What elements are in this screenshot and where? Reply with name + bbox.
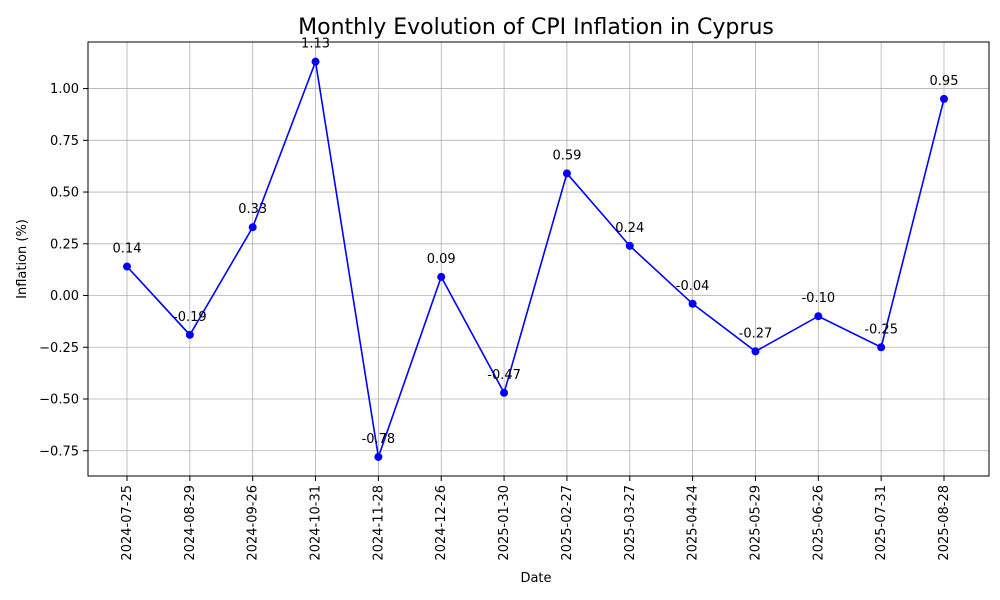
x-tick-label: 2025-08-28 (937, 485, 952, 561)
data-label: -0.47 (487, 368, 521, 383)
data-label: -0.78 (362, 432, 396, 447)
y-tick-label: 0.50 (50, 186, 79, 201)
data-point (877, 343, 885, 351)
data-point (437, 273, 445, 281)
data-point (626, 242, 634, 250)
data-label: -0.10 (801, 291, 835, 306)
x-tick-label: 2025-04-24 (686, 485, 701, 561)
data-point (123, 263, 131, 271)
data-label: 0.95 (930, 74, 959, 89)
x-tick-label: 2024-12-26 (434, 485, 449, 561)
data-point (249, 223, 257, 231)
data-point (500, 389, 508, 397)
x-tick-label: 2024-09-26 (246, 485, 261, 561)
x-axis-label: Date (520, 571, 551, 586)
y-axis-label: Inflation (%) (15, 219, 30, 299)
data-point (312, 58, 320, 66)
data-label: 0.24 (615, 221, 644, 236)
x-tick-label: 2025-06-26 (811, 485, 826, 561)
y-tick-label: 0.25 (50, 237, 79, 252)
y-tick-label: 1.00 (50, 82, 79, 97)
grid-layer (88, 42, 989, 476)
series-line (127, 62, 944, 457)
data-point (814, 312, 822, 320)
data-label: -0.19 (173, 310, 207, 325)
x-tick-label: 2025-03-27 (623, 485, 638, 561)
x-tick-label: 2024-10-31 (309, 485, 324, 561)
data-point (689, 300, 697, 308)
series-layer: 0.14 -0.19 0.33 1.13 -0.78 0.09 -0.47 0.59 0.24 -… (113, 37, 959, 461)
data-label: 0.14 (113, 242, 142, 257)
data-point (374, 453, 382, 461)
x-axis: 2024-07-25 2024-08-29 2024-09-26 2024-10-31… (120, 476, 952, 561)
y-tick-label: −0.75 (39, 444, 79, 459)
x-tick-label: 2024-08-29 (183, 485, 198, 561)
y-tick-label: −0.25 (39, 341, 79, 356)
x-tick-label: 2025-02-27 (560, 485, 575, 561)
data-point (940, 95, 948, 103)
plot-frame (88, 42, 989, 476)
chart-title: Monthly Evolution of CPI Inflation in Cy… (298, 15, 774, 40)
data-label: -0.04 (676, 279, 710, 294)
y-tick-label: 0.75 (50, 134, 79, 149)
data-label: 0.59 (552, 148, 581, 163)
x-tick-label: 2025-01-30 (497, 485, 512, 561)
x-tick-label: 2025-07-31 (874, 485, 889, 561)
x-tick-label: 2024-11-28 (371, 485, 386, 561)
y-tick-label: 0.00 (50, 289, 79, 304)
data-point (563, 169, 571, 177)
data-label: 0.09 (427, 252, 456, 267)
x-tick-label: 2024-07-25 (120, 485, 135, 561)
y-tick-label: −0.50 (39, 393, 79, 408)
data-point (186, 331, 194, 339)
data-label: -0.25 (864, 322, 898, 337)
data-point (751, 347, 759, 355)
x-tick-label: 2025-05-29 (748, 485, 763, 561)
data-label: 0.33 (238, 202, 267, 217)
data-label: -0.27 (739, 326, 773, 341)
data-label: 1.13 (301, 37, 330, 52)
y-axis: −0.75 −0.50 −0.25 0.00 0.25 0.50 0.75 1.00 (39, 82, 88, 459)
